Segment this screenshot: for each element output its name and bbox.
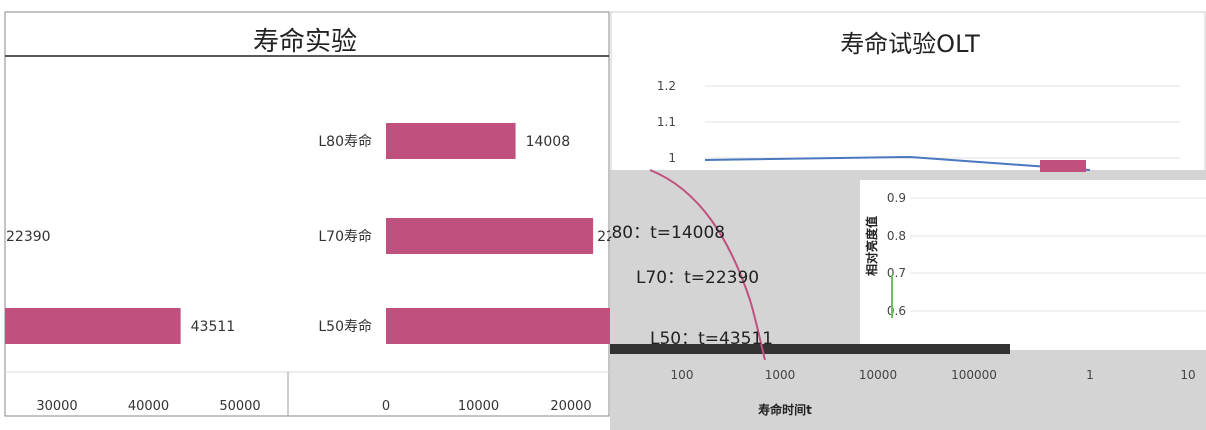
x-tick-label: 100000 [951,368,997,382]
axis-band [610,344,1010,354]
x-tick-label: 1000 [765,368,796,382]
category-label: L80寿命 [318,133,372,150]
bar-value-label: 22390 [597,229,612,245]
bar-mirror-group: 22390 43511 [5,229,235,344]
decay-curve [649,169,766,361]
bar [386,218,594,254]
curve-annotation: L70：t=22390 [636,268,759,288]
bar [386,308,612,344]
x-tick-label: 20000 [550,399,591,414]
bar-value-label-continuation: 22390 [6,229,51,245]
line-gridlines [610,85,1206,354]
x-tick-label: 10000 [458,399,499,414]
x-axis-title: 寿命时间t [758,402,812,417]
bar-value-label: 14008 [526,134,571,150]
x-tick-label: 0 [382,399,390,414]
y-tick-label: 1 [668,151,676,165]
x-tick-label: 10000 [859,368,897,382]
y-tick-label: 0.6 [887,304,906,318]
bar-chart-panel: 寿命实验 0 10000 20000 30000 40000 50000 22390 435… [4,11,612,417]
bar-gridlines: 0 10000 20000 30000 40000 50000 [5,371,609,414]
y-tick-label: 1.2 [657,79,676,93]
x-tick-label: 10 [1180,368,1195,382]
x-tick-label: 50000 [219,399,260,414]
category-label: L50寿命 [318,318,372,335]
x-tick-label: 100 [671,368,694,382]
curve-annotation: L80：t=14008 [610,223,725,243]
line-chart-panel: 寿命试验OLT 1 1.1 1.2 0.9 0.8 0.7 0.6 1 10 100 1000 10… [610,0,1206,430]
curve-annotation: L50：t=43511 [650,329,773,349]
y-tick-label: 0.9 [887,191,906,205]
line-chart-title: 寿命试验OLT [840,30,980,58]
bar-chart-title: 寿命实验 [253,27,357,57]
bar-chart-svg: 寿命实验 0 10000 20000 30000 40000 50000 22390 435… [4,11,612,417]
x-tick-label: 1 [1086,368,1094,382]
bar-chart-frame [4,11,610,417]
bar-main-group: L80寿命 14008 L70寿命 22390 L50寿命 [318,123,612,344]
category-label: L70寿命 [318,228,372,245]
line-chart-svg: 寿命试验OLT 1 1.1 1.2 0.9 0.8 0.7 0.6 1 10 100 1000 10… [610,11,1206,430]
y-tick-label: 0.8 [887,229,906,243]
y-tick-label: 1.1 [657,115,676,129]
inner-plot-area [860,180,1206,350]
y-axis-title: 相对亮度值 [864,216,879,276]
annotations: L80：t=14008 L70：t=22390 L50：t=43511 [610,223,773,349]
x-tick-label: 30000 [36,399,77,414]
y-tick-label: 0.7 [887,266,906,280]
plateau-line [704,155,1091,171]
bar-value-label-continuation: 43511 [191,319,236,335]
bar [386,123,516,159]
legend-swatch [1040,160,1086,172]
x-tick-label: 40000 [128,399,169,414]
bar-continuation [5,308,181,344]
line-x-ticks: 1 10 100 1000 10000 100000 [671,368,1196,382]
